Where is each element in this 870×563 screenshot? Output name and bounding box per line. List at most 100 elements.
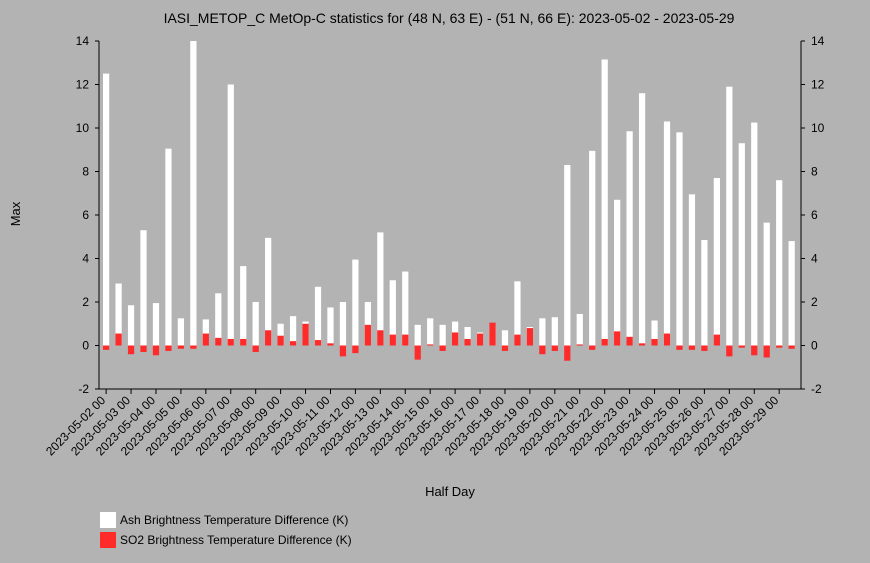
so2-bar — [115, 333, 122, 346]
so2-bar — [551, 345, 558, 351]
ash-bar — [152, 303, 160, 346]
ash-bar — [626, 131, 633, 346]
ash-bar — [427, 318, 434, 346]
so2-bar — [439, 345, 446, 351]
ash-bar — [551, 317, 558, 346]
so2-bar — [227, 338, 234, 346]
ash-bar — [501, 330, 509, 346]
ash-bar — [364, 302, 371, 346]
ash-bar — [464, 327, 471, 346]
so2-bar — [751, 345, 758, 356]
y-axis-label: Max — [8, 201, 23, 226]
y-tick-label-right: 4 — [811, 252, 818, 266]
ash-bar — [763, 222, 770, 346]
ash-bar — [539, 318, 546, 346]
so2-bar — [364, 324, 371, 346]
y-tick-label-right: 14 — [811, 34, 825, 48]
ash-bar — [115, 283, 122, 346]
so2-bar — [314, 340, 322, 346]
ash-bar — [339, 302, 347, 346]
legend-item-ash: Ash Brightness Temperature Difference (K… — [100, 512, 348, 528]
x-axis-label: Half Day — [425, 484, 475, 499]
so2-bar — [464, 338, 471, 346]
legend-swatch-so2 — [100, 532, 116, 548]
y-tick-label-left: 10 — [76, 121, 90, 135]
so2-bar — [638, 343, 646, 346]
y-tick-label-left: -2 — [78, 382, 89, 396]
y-tick-label-left: 2 — [82, 295, 89, 309]
y-tick-label-left: 14 — [76, 34, 90, 48]
so2-bar — [165, 345, 172, 351]
so2-bar — [788, 345, 795, 349]
so2-bar — [701, 345, 708, 351]
so2-bar — [614, 331, 621, 346]
so2-bar — [277, 335, 284, 346]
legend-swatch-ash — [100, 512, 116, 528]
y-tick-label-left: 0 — [82, 339, 89, 353]
ash-bar — [240, 266, 247, 346]
so2-bar — [240, 338, 247, 346]
so2-bar — [103, 345, 110, 350]
y-tick-label-left: 4 — [82, 252, 89, 266]
ash-bar — [377, 232, 384, 346]
ash-bar — [227, 84, 234, 346]
so2-bar — [589, 345, 596, 350]
ash-bar — [651, 320, 658, 346]
so2-bar — [427, 344, 434, 346]
ash-bar — [751, 122, 758, 346]
y-tick-label-left: 12 — [76, 78, 90, 92]
so2-bar — [452, 332, 459, 346]
so2-bar — [688, 345, 696, 350]
so2-bar — [252, 345, 259, 353]
ash-bar — [414, 324, 421, 346]
so2-bar — [676, 345, 683, 350]
so2-bar — [626, 336, 633, 346]
y-tick-label-left: 6 — [82, 208, 89, 222]
so2-bar — [140, 345, 147, 353]
so2-bar — [215, 337, 222, 346]
so2-bar — [414, 345, 421, 360]
ash-bar — [688, 194, 696, 346]
so2-bar — [402, 334, 409, 346]
ash-bar — [215, 293, 222, 346]
y-tick-label-right: 12 — [811, 78, 825, 92]
ash-bar — [701, 240, 708, 346]
so2-bar — [601, 338, 608, 346]
so2-bar — [651, 338, 658, 346]
so2-bar — [352, 345, 359, 354]
ash-bar — [726, 86, 733, 346]
ash-bar — [140, 230, 147, 346]
so2-bar — [713, 334, 720, 346]
ash-bar — [277, 323, 284, 346]
ash-bar — [638, 93, 646, 346]
ash-bar — [576, 313, 583, 346]
ash-bar — [389, 280, 396, 346]
so2-bar — [514, 334, 521, 346]
so2-bar — [265, 330, 272, 346]
ash-bar — [713, 178, 720, 346]
ash-bar — [202, 319, 209, 346]
so2-bar — [776, 345, 783, 348]
ash-bar — [289, 316, 297, 346]
so2-bar — [501, 345, 509, 351]
bars-group — [103, 41, 795, 361]
so2-bar — [177, 345, 185, 349]
so2-bar — [489, 322, 496, 346]
ash-bar — [589, 150, 596, 346]
so2-bar — [339, 345, 347, 357]
so2-bar — [190, 345, 197, 349]
ash-bar — [190, 41, 197, 346]
legend-label-so2: SO2 Brightness Temperature Difference (K… — [120, 533, 352, 547]
so2-bar — [476, 333, 484, 346]
ash-bar — [327, 307, 334, 346]
ash-bar — [265, 237, 272, 346]
ash-bar — [614, 199, 621, 346]
y-tick-label-right: 0 — [811, 339, 818, 353]
y-tick-label-right: -2 — [811, 382, 822, 396]
ash-bar — [776, 180, 783, 346]
y-tick-label-left: 8 — [82, 165, 89, 179]
legend-label-ash: Ash Brightness Temperature Difference (K… — [120, 513, 349, 527]
so2-bar — [377, 330, 384, 346]
legend-item-so2: SO2 Brightness Temperature Difference (K… — [100, 532, 352, 548]
